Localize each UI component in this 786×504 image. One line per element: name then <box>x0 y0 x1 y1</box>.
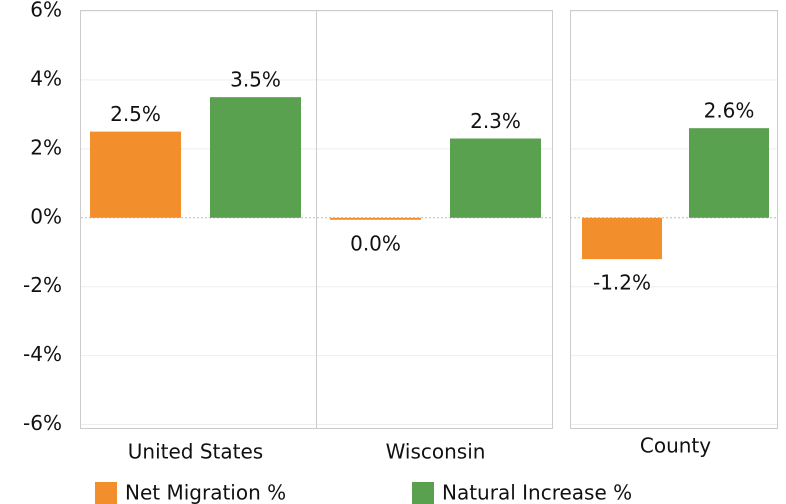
data-label: -1.2% <box>593 271 651 295</box>
data-label: 2.5% <box>110 102 161 126</box>
y-tick-label: -2% <box>23 273 62 297</box>
data-label: 0.0% <box>350 231 401 255</box>
bar <box>450 138 541 218</box>
y-tick-label: 0% <box>30 204 62 228</box>
legend-swatch <box>95 482 117 504</box>
grid <box>81 10 777 426</box>
data-label: 2.3% <box>470 109 521 133</box>
x-tick-label: Wisconsin <box>386 440 486 464</box>
data-label: 3.5% <box>230 68 281 92</box>
data-label: 2.6% <box>704 99 755 123</box>
legend-label: Natural Increase % <box>442 481 632 504</box>
x-tick-label: County <box>640 434 711 458</box>
legend-label: Net Migration % <box>125 481 286 504</box>
y-tick-label: 4% <box>30 66 62 90</box>
y-tick-label: 6% <box>30 0 62 22</box>
panel-frame <box>570 10 778 429</box>
bar <box>210 97 301 218</box>
legend-swatch <box>412 482 434 504</box>
y-tick-label: -6% <box>23 411 62 435</box>
bar <box>330 217 421 220</box>
marks <box>90 97 769 260</box>
bar <box>90 131 181 218</box>
x-tick-label: United States <box>128 440 263 464</box>
bar <box>689 128 769 218</box>
y-tick-label: 2% <box>30 135 62 159</box>
y-tick-label: -4% <box>23 342 62 366</box>
bar <box>582 217 662 260</box>
